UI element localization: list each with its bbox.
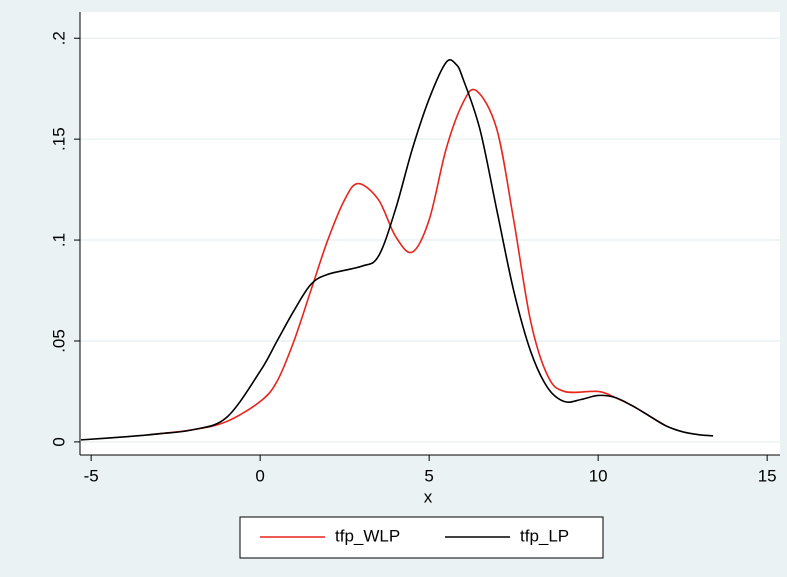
line-series	[148, 88, 667, 436]
x-axis-title: x	[424, 487, 433, 506]
y-tick-label: .15	[49, 127, 68, 151]
x-tick-label: 15	[758, 466, 777, 485]
y-tick-label: .1	[49, 233, 68, 247]
x-tick-label: -5	[84, 466, 99, 485]
legend-label: tfp_LP	[520, 526, 569, 545]
y-tick-label: .2	[49, 31, 68, 45]
plot-area	[80, 12, 780, 455]
line-series	[80, 59, 714, 441]
x-tick-label: 5	[424, 466, 433, 485]
y-tick-label: 0	[49, 437, 68, 446]
legend-label: tfp_WLP	[335, 526, 400, 545]
x-tick-label: 0	[255, 466, 264, 485]
x-tick-label: 10	[589, 466, 608, 485]
y-tick-label: .05	[49, 329, 68, 353]
